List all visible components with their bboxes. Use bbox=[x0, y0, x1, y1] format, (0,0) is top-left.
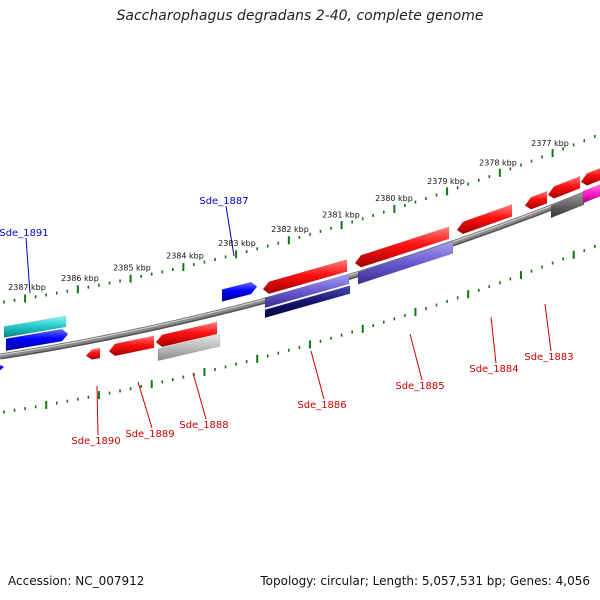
genome-info-text: Topology: circular; Length: 5,057,531 bp… bbox=[260, 574, 590, 588]
gene-sde-1890 bbox=[85, 347, 101, 360]
callout-line bbox=[310, 350, 325, 400]
inner-ruler bbox=[3, 244, 596, 414]
cds-sde-1882 bbox=[582, 184, 600, 204]
gene-sde-1886 bbox=[262, 259, 348, 294]
gene-label: Sde_1890 bbox=[71, 436, 120, 447]
gene-label: Sde_1886 bbox=[297, 400, 346, 411]
gene-features bbox=[0, 168, 600, 371]
ruler-label: 2382 kbp bbox=[271, 225, 309, 234]
ruler-label: 2384 kbp bbox=[166, 252, 204, 261]
ruler-label: 2387 kbp bbox=[8, 283, 46, 292]
ruler-label: 2378 kbp bbox=[479, 159, 517, 168]
gene-sde-1888 bbox=[155, 321, 218, 348]
ruler-label: 2385 kbp bbox=[113, 263, 151, 272]
gene-label: Sde_1889 bbox=[125, 429, 174, 440]
ruler-label: 2379 kbp bbox=[427, 177, 465, 186]
cds-sde-1888 bbox=[157, 333, 221, 362]
accession-text: Accession: NC_007912 bbox=[8, 574, 145, 588]
gene-label: Sde_1887 bbox=[199, 196, 248, 207]
gene-sde-1891 bbox=[5, 328, 69, 351]
gene-sde-1885 bbox=[354, 226, 450, 268]
domain-sde-1886 bbox=[264, 285, 351, 319]
gene-sde-1887 bbox=[221, 281, 258, 302]
ruler-label: 2377 kbp bbox=[531, 139, 569, 148]
cds-sde-1885 bbox=[357, 241, 454, 285]
callout-line bbox=[225, 205, 235, 257]
cds-sde-1883 bbox=[550, 192, 585, 219]
gene-sde-1884 bbox=[456, 204, 513, 235]
ruler-label: 2380 kbp bbox=[375, 194, 413, 203]
ruler-label: 2381 kbp bbox=[322, 210, 360, 219]
outer-ruler bbox=[3, 134, 596, 304]
callout-line bbox=[409, 333, 423, 381]
gene-label: Sde_1888 bbox=[179, 420, 228, 431]
gene-sde-1883 bbox=[524, 190, 548, 210]
gene-forward bbox=[0, 364, 5, 371]
gene-callouts: Sde_1891 Sde_1887 Sde_1890 Sde_1889 Sde_1888… bbox=[0, 196, 574, 447]
ruler-label: 2383 kbp bbox=[218, 239, 256, 248]
callout-line bbox=[490, 316, 497, 364]
ruler-label: 2386 kbp bbox=[61, 274, 99, 283]
callout-line bbox=[137, 381, 153, 429]
callout-line bbox=[544, 303, 552, 352]
ruler-labels: 2387 kbp 2386 kbp 2385 kbp 2384 kbp 2383 kbp… bbox=[8, 139, 569, 292]
gene-label: Sde_1884 bbox=[469, 364, 518, 375]
gene-sde-1881 bbox=[580, 168, 600, 186]
gene-label: Sde_1885 bbox=[395, 381, 444, 392]
gene-label: Sde_1891 bbox=[0, 228, 49, 239]
cds-sde-1886 bbox=[264, 273, 350, 309]
gene-sde-1882 bbox=[547, 175, 581, 199]
gene-label: Sde_1883 bbox=[524, 352, 573, 363]
map-title: Saccharophagus degradans 2-40, complete … bbox=[116, 8, 484, 24]
cds-sde-1891 bbox=[3, 315, 67, 338]
gene-sde-1889 bbox=[108, 335, 155, 357]
callout-line bbox=[25, 237, 31, 294]
callout-line bbox=[96, 385, 99, 436]
callout-line bbox=[192, 372, 207, 420]
